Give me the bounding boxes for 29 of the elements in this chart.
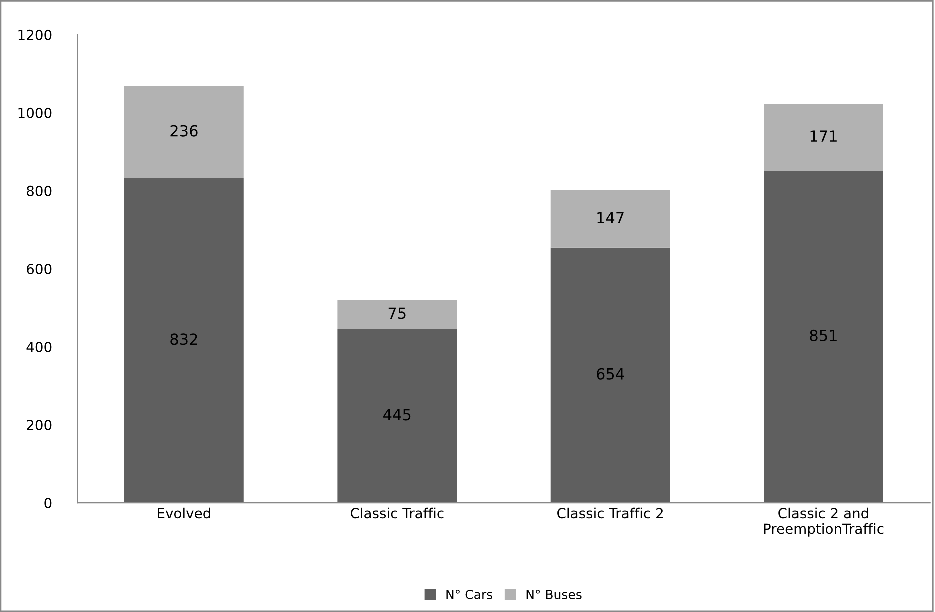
y-tick-label: 400: [26, 342, 52, 352]
y-tick-label: 800: [27, 186, 52, 196]
bar: [550, 190, 670, 248]
bar: [124, 178, 244, 504]
y-tick-label: 600: [27, 264, 52, 274]
data-label: 654: [597, 368, 624, 380]
bar: [764, 171, 884, 504]
legend-label: N° Buses: [526, 590, 582, 600]
y-tick-label: 1000: [18, 108, 52, 118]
x-tick-label: Classic Traffic 2: [558, 508, 663, 519]
x-tick-label: Classic 2 and PreemptionTraffic: [764, 508, 884, 537]
bar: [338, 300, 458, 330]
data-label: 75: [388, 308, 406, 320]
legend-label: N° Cars: [446, 590, 493, 600]
bar: [124, 86, 244, 178]
data-label: 832: [170, 334, 198, 346]
bar: [338, 329, 458, 504]
data-label: 147: [598, 212, 624, 224]
x-tick-label: Classic Traffic: [350, 508, 444, 519]
bar: [764, 104, 884, 172]
y-tick-label: 200: [27, 420, 52, 431]
data-label: 236: [170, 125, 198, 137]
y-tick-label: 1200: [18, 30, 52, 40]
data-label: 851: [810, 330, 837, 342]
data-label: 171: [810, 130, 837, 142]
bar: [550, 248, 670, 504]
x-tick-label: Evolved: [158, 508, 210, 519]
y-tick-label: 0: [44, 498, 52, 509]
data-label: 445: [384, 409, 411, 421]
